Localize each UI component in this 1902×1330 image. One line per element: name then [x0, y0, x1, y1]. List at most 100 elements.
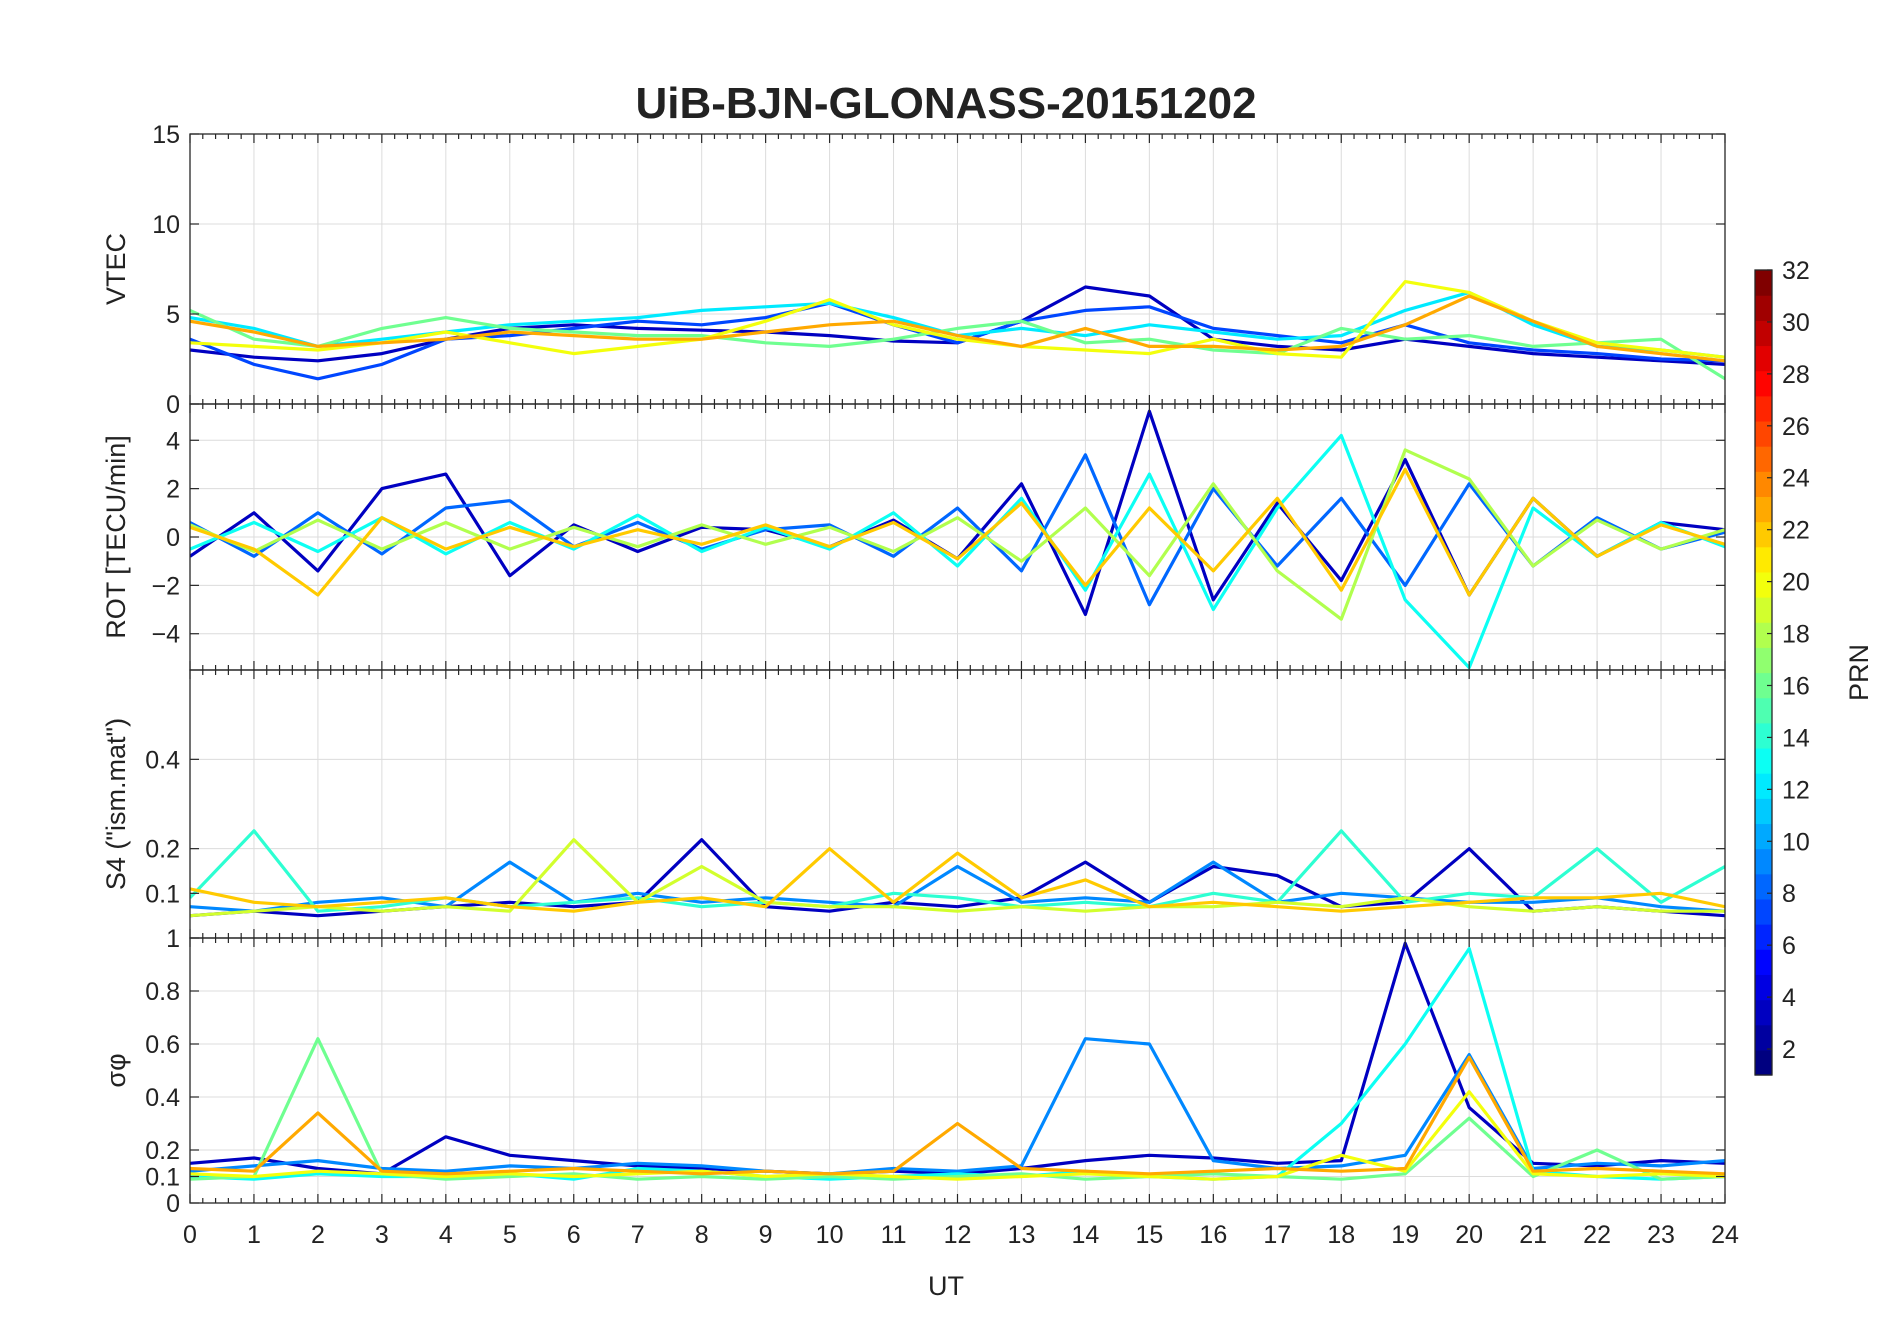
- colorbar-segment: [1755, 345, 1772, 372]
- y-tick-label: 5: [166, 301, 180, 329]
- series-line-prn-9: [190, 1037, 1725, 1176]
- colorbar-tick-label: 24: [1782, 465, 1810, 493]
- series-line-prn-16: [190, 1037, 1725, 1181]
- colorbar-tick-label: 2: [1782, 1036, 1796, 1064]
- x-tick-label: 16: [1199, 1221, 1227, 1249]
- y-tick-label: 0.8: [145, 978, 180, 1006]
- colorbar-segment: [1755, 270, 1772, 296]
- colorbar-segment: [1755, 898, 1772, 925]
- panel-4: 00.10.2 0.4 0.6 0.8 1 σφ: [101, 925, 1726, 1218]
- x-tick-label: 9: [759, 1221, 773, 1249]
- colorbar-segment: [1755, 722, 1772, 749]
- x-tick-label: 15: [1135, 1221, 1163, 1249]
- colorbar-segment: [1755, 798, 1772, 825]
- series-line-prn-19: [190, 838, 1725, 918]
- colorbar-segment: [1755, 471, 1772, 498]
- x-tick-label: 4: [439, 1221, 453, 1249]
- colorbar-segment: [1755, 446, 1772, 472]
- series-line-prn-20: [190, 1090, 1725, 1181]
- x-tick-label: 20: [1455, 1221, 1483, 1249]
- x-tick-label: 7: [631, 1221, 645, 1249]
- colorbar-segment: [1755, 521, 1772, 548]
- x-tick-label: 8: [695, 1221, 709, 1249]
- y-tick-label: 4: [166, 427, 180, 455]
- colorbar-label: PRN: [1844, 644, 1874, 701]
- y-axis-label: ROT [TECU/min]: [101, 435, 131, 639]
- chart-title: UiB-BJN-GLONASS-20151202: [635, 79, 1256, 128]
- series-line-prn-8: [190, 453, 1725, 607]
- x-tick-labels: 0 1 2 3 4 5 6 7 8 9 10 11 12 13 14 15 16 17 18 19 20 21 22 23 24: [183, 1221, 1739, 1249]
- x-tick-label: 23: [1647, 1221, 1675, 1249]
- x-axis-label: UT: [928, 1271, 964, 1301]
- panel-2: −4 −2 0 2 4 ROT [TECU/min]: [101, 403, 1726, 671]
- y-tick-label: 0.1: [145, 880, 180, 908]
- y-axis-label: VTEC: [101, 233, 131, 305]
- x-tick-label: 10: [816, 1221, 844, 1249]
- series-line-prn-20: [190, 280, 1725, 359]
- colorbar-segment: [1755, 496, 1772, 523]
- colorbar-segment: [1755, 295, 1772, 321]
- y-tick-label: 0: [166, 524, 180, 552]
- y-tick-label: 10: [152, 211, 180, 239]
- x-tick-label: 24: [1711, 1221, 1739, 1249]
- series-group: [190, 941, 1725, 1181]
- series-line-prn-23: [190, 1055, 1725, 1176]
- colorbar-segment: [1755, 999, 1772, 1026]
- colorbar-tick-label: 20: [1782, 569, 1810, 597]
- colorbar-tick-label: 32: [1782, 257, 1810, 285]
- colorbar-tick-label: 28: [1782, 361, 1810, 389]
- colorbar-tick-label: 6: [1782, 932, 1796, 960]
- colorbar-tick-label: 10: [1782, 828, 1810, 856]
- colorbar-segment: [1755, 873, 1772, 900]
- x-tick-label: 14: [1072, 1221, 1100, 1249]
- x-tick-label: 3: [375, 1221, 389, 1249]
- colorbar-segment: [1755, 949, 1772, 975]
- y-tick-label: 0: [166, 391, 180, 419]
- colorbar-tick-label: 22: [1782, 517, 1810, 545]
- x-tick-label: 13: [1008, 1221, 1036, 1249]
- x-tick-label: 22: [1583, 1221, 1611, 1249]
- colorbar-segment: [1755, 1024, 1772, 1051]
- colorbar-segment: [1755, 370, 1772, 397]
- y-tick-label: 0.4: [145, 1084, 180, 1112]
- y-tick-label: 1: [166, 925, 180, 953]
- y-tick-label: 2: [166, 476, 180, 504]
- x-tick-label: 19: [1391, 1221, 1419, 1249]
- series-line-prn-23: [190, 294, 1725, 363]
- x-tick-label: 11: [881, 1221, 907, 1249]
- series-line-prn-18: [190, 448, 1725, 621]
- colorbar-segment: [1755, 1049, 1772, 1076]
- x-tick-label: 12: [944, 1221, 972, 1249]
- series-group: [190, 409, 1725, 670]
- colorbar-segment: [1755, 546, 1772, 573]
- colorbar-segment: [1755, 320, 1772, 347]
- series-line-prn-22: [190, 847, 1725, 913]
- colorbar-segment: [1755, 597, 1772, 623]
- y-tick-label: 0.2: [145, 836, 180, 864]
- colorbar-segment: [1755, 420, 1772, 447]
- colorbar-tick-label: 18: [1782, 621, 1810, 649]
- series-line-prn-22: [190, 467, 1725, 597]
- colorbar-tick-label: 30: [1782, 309, 1810, 337]
- y-tick-label: 0.4: [145, 746, 180, 774]
- series-line-prn-16: [190, 308, 1725, 381]
- y-tick-label: −2: [151, 572, 180, 600]
- colorbar-tick-label: 16: [1782, 672, 1810, 700]
- panel-3: 0.1 0.2 0.4 S4 ("ism.mat"): [101, 669, 1726, 939]
- x-tick-label: 17: [1263, 1221, 1291, 1249]
- panel-1: 0 5 10 15 VTEC: [101, 121, 1726, 419]
- colorbar-tick-label: 26: [1782, 413, 1810, 441]
- y-axis-label: σφ: [101, 1053, 131, 1087]
- colorbar-frame: [1754, 269, 1773, 1076]
- y-tick-label: −4: [151, 621, 180, 649]
- colorbar-segment: [1755, 848, 1772, 875]
- y-tick-label: 0.1: [145, 1164, 180, 1192]
- colorbar-tick-label: 8: [1782, 880, 1796, 908]
- colorbar-segment: [1755, 773, 1772, 799]
- colorbar-segment: [1755, 647, 1772, 674]
- colorbar-tick-label: 4: [1782, 984, 1796, 1012]
- x-tick-label: 6: [567, 1221, 581, 1249]
- x-tick-label: 18: [1327, 1221, 1355, 1249]
